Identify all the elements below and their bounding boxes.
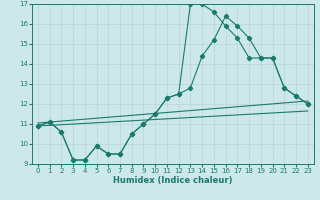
X-axis label: Humidex (Indice chaleur): Humidex (Indice chaleur) bbox=[113, 176, 233, 185]
